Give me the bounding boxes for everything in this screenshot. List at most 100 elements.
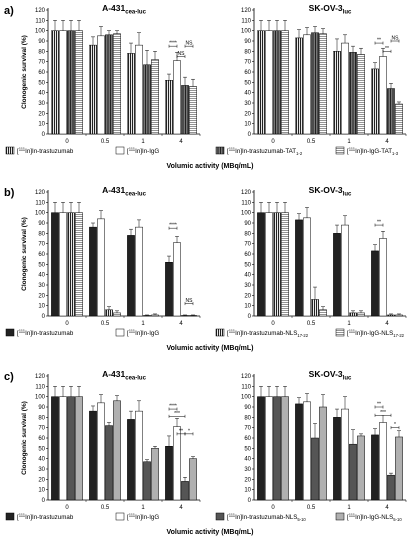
y-tick-label: 20 [38,111,45,117]
y-tick-label: 10 [244,488,251,494]
chart-0: A-431cea-luc0102030405060708090100110120… [21,369,201,511]
bar [189,315,197,317]
legend-label-main: In]In-IgG [135,514,159,521]
bar [67,30,75,135]
y-tick-label: 70 [38,426,45,432]
y-tick-label: 80 [38,415,45,421]
y-tick-label: 70 [38,242,45,248]
legend-label-sup: 111 [229,329,236,334]
legend-swatch [335,512,345,521]
legend-label-sup: 111 [19,147,26,152]
y-tick-label: 120 [241,374,252,380]
legend-label: [111In]In-IgG-TAT1-3 [347,147,399,156]
x-tick-label: 0.5 [307,139,316,145]
y-tick-label: 120 [241,190,252,196]
x-tick-label: 1 [141,321,145,327]
bar [135,44,143,135]
bar [295,37,303,135]
y-tick-label: 0 [42,498,46,504]
bar [59,30,67,135]
bar [311,437,319,501]
y-tick-label: 60 [244,436,251,442]
bar [113,312,121,317]
y-tick-label: 100 [35,211,46,217]
significance-label: *** [380,410,386,416]
bar [295,403,303,501]
y-tick-label: 50 [38,446,45,452]
x-tick-label: 4 [385,139,389,145]
y-tick-label: 70 [244,60,251,66]
legend-label-sub: 17-22 [393,333,404,338]
legend-label-sup: 111 [229,513,236,518]
legend-swatch [115,146,125,155]
y-tick-label: 60 [244,70,251,76]
bar [89,226,97,317]
legend-label-sub: 1-3 [392,151,399,156]
bar [265,396,273,501]
legend-label-sup: 111 [129,329,136,334]
legend-swatch [5,146,15,155]
y-tick-label: 100 [241,395,252,401]
legend-label-sup: 111 [129,513,136,518]
bar [127,419,135,501]
bar [51,396,59,501]
y-tick-label: 0 [42,132,46,138]
bar [357,312,365,317]
y-tick-label: 50 [244,80,251,86]
bar [257,212,265,317]
bar [265,212,273,317]
chart-title: A-431cea-luc [102,185,146,198]
significance-label: **** [169,404,177,410]
y-tick-label: 40 [244,273,251,279]
x-tick-label: 4 [385,505,389,511]
bar [97,402,105,501]
legend-label-sup: 111 [349,513,356,518]
bar [151,448,159,501]
legend-label: [111In]In-IgG [127,147,159,156]
x-tick-label: 4 [385,321,389,327]
y-tick-label: 80 [244,49,251,55]
bar [143,64,151,135]
y-tick-label: 0 [248,314,252,320]
chart-title-sub: luc [343,192,352,198]
legend-label-main: In]In-IgG-TAT [355,148,392,155]
bar [165,446,173,501]
y-tick-label: 120 [35,190,46,196]
bar [257,396,265,501]
bar [295,219,303,317]
bar [387,474,395,501]
y-tick-label: 120 [241,8,252,14]
x-axis-title: Volumic activity (MBq/mL) [167,345,254,352]
y-tick-label: 40 [244,457,251,463]
legend-label: [111In]In-IgG [127,513,159,522]
legend-label-main: In]In-trastuzumab [25,514,74,521]
legend-label-sub: 1-2 [296,151,303,156]
legend-label-sup: 111 [19,329,26,334]
x-tick-label: 1 [347,139,351,145]
x-tick-label: 0 [65,139,69,145]
y-tick-label: 120 [35,374,46,380]
x-tick-label: 0 [65,321,69,327]
chart-1: SK-OV-3luc 0 10 20 30 40 50 60 70 80 90 100 110 120 0 0… [241,369,407,511]
bar [151,59,159,135]
legend-label: [111In]In-trastuzumab [17,329,74,338]
x-tick-label: 0 [271,139,275,145]
bar [371,68,379,135]
legend-swatch [335,328,345,337]
legend-label-sub: 5-10 [297,517,306,522]
legend-label-bracket: [ [227,514,229,521]
bar [143,315,151,317]
y-tick-label: 40 [38,91,45,97]
bar [311,299,319,317]
legend-swatch [215,146,225,155]
bar [319,406,327,501]
legend-label-bracket: [ [17,514,19,521]
y-tick-label: 10 [244,304,251,310]
bar [89,410,97,501]
y-tick-label: 80 [38,231,45,237]
y-tick-label: 110 [241,200,251,206]
x-tick-label: 0 [271,505,275,511]
legend-label: [111In]In-trastuzumab [17,513,74,522]
bar [319,309,327,317]
bar [67,212,75,317]
